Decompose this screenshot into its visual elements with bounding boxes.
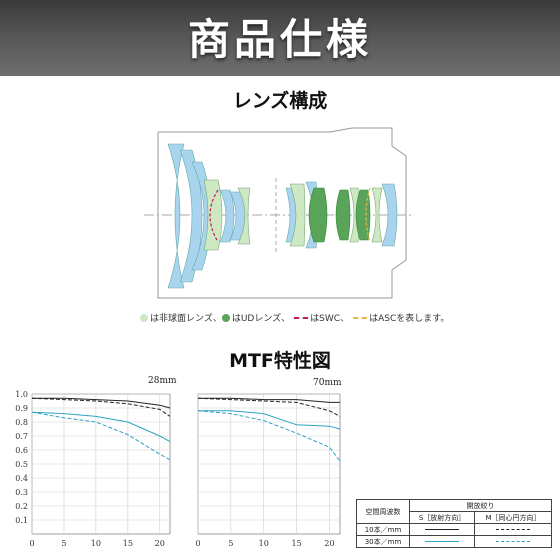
y-tick-label: 0.1 (15, 516, 28, 525)
x-tick-label: 5 (61, 539, 66, 548)
mtf-section-title: MTF特性図 (229, 350, 331, 372)
lens-legend: は非球面レンズ、 はUDレンズ、 はSWC、 はASCを表します。 (140, 311, 449, 324)
aspherical-lens (371, 187, 383, 243)
y-tick-label: 0.8 (15, 418, 28, 427)
chart-28mm-title: 28mm (148, 376, 177, 386)
key-row-30: 30本／mm (356, 535, 410, 548)
asc-coating (365, 187, 371, 243)
x-tick-label: 5 (228, 539, 233, 548)
y-tick-label: 0.5 (15, 460, 28, 469)
series-line-30-S (198, 410, 341, 430)
x-tick-label: 20 (324, 539, 334, 548)
mtf-chart-28mm: 0.1 0.2 0.3 0.4 0.5 0.6 0.7 0.8 0.9 1.0 0 5 10 15 20 (15, 390, 171, 548)
key-header-aperture: 開放絞り (409, 499, 552, 512)
key-10-m-sample (474, 523, 552, 536)
lens-section-title: レンズ構成 (232, 90, 328, 112)
legend-aspherical: は非球面レンズ、 (150, 314, 222, 324)
key-30-m-sample (474, 535, 552, 548)
series-line-10-M (197, 397, 341, 417)
mtf-key-table: 空間周波数 開放絞り S［放射方向］ M［同心円方向］ 10本／mm 30本／m… (356, 499, 552, 548)
series-line-30-M (31, 411, 171, 461)
series-line-30-M (197, 410, 341, 462)
x-tick-label: 10 (259, 539, 269, 548)
lens-diagram (144, 127, 412, 299)
series-line-30-S (31, 411, 171, 443)
lens-element (381, 183, 398, 247)
ud-swatch (221, 314, 230, 322)
key-header-frequency: 空間周波数 (356, 499, 410, 524)
y-tick-label: 0.3 (15, 488, 28, 497)
aspherical-lens (203, 179, 223, 251)
aspherical-lens (289, 183, 306, 247)
legend-asc: はASCを表します。 (369, 314, 450, 324)
header-banner: 商品仕様 (0, 0, 560, 76)
key-header-s: S［放射方向］ (408, 511, 476, 524)
ud-lens (308, 187, 328, 243)
page-title: 商品仕様 (187, 15, 372, 64)
swc-coating (209, 189, 219, 243)
series-line-10-S (198, 397, 340, 403)
series-line-10-M (31, 397, 171, 417)
lens-barrel (157, 127, 407, 299)
y-tick-label: 1.0 (15, 390, 28, 399)
ud-lens (335, 189, 351, 241)
x-tick-label: 20 (155, 539, 165, 548)
mtf-chart-70mm: 0 5 10 15 20 (195, 393, 341, 548)
y-tick-label: 0.4 (15, 474, 28, 483)
y-tick-label: 0.6 (15, 446, 28, 455)
series-line-10-S (32, 397, 171, 409)
x-tick-label: 15 (123, 539, 133, 548)
key-row-10: 10本／mm (356, 523, 410, 536)
y-tick-label: 0.9 (15, 404, 28, 413)
chart-70mm-title: 70mm (313, 378, 342, 388)
legend-ud: はUDレンズ、 (231, 314, 291, 324)
key-header-m: M［同心円方向］ (474, 511, 552, 524)
x-tick-label: 15 (292, 539, 302, 548)
x-tick-label: 10 (91, 539, 101, 548)
x-tick-label: 0 (195, 539, 200, 548)
asc-swatch (353, 317, 368, 319)
y-tick-label: 0.7 (15, 432, 28, 441)
lens-element (219, 189, 235, 243)
x-tick-label: 0 (29, 539, 34, 548)
lens-element (167, 143, 185, 289)
key-10-s-sample (408, 523, 476, 536)
ud-lens (355, 189, 371, 241)
aspherical-swatch (140, 314, 148, 322)
y-tick-label: 0.2 (15, 502, 28, 511)
legend-swc: はSWC、 (310, 314, 350, 324)
swc-swatch (294, 317, 309, 319)
aspherical-lens (237, 187, 251, 245)
key-30-s-sample (408, 535, 476, 548)
